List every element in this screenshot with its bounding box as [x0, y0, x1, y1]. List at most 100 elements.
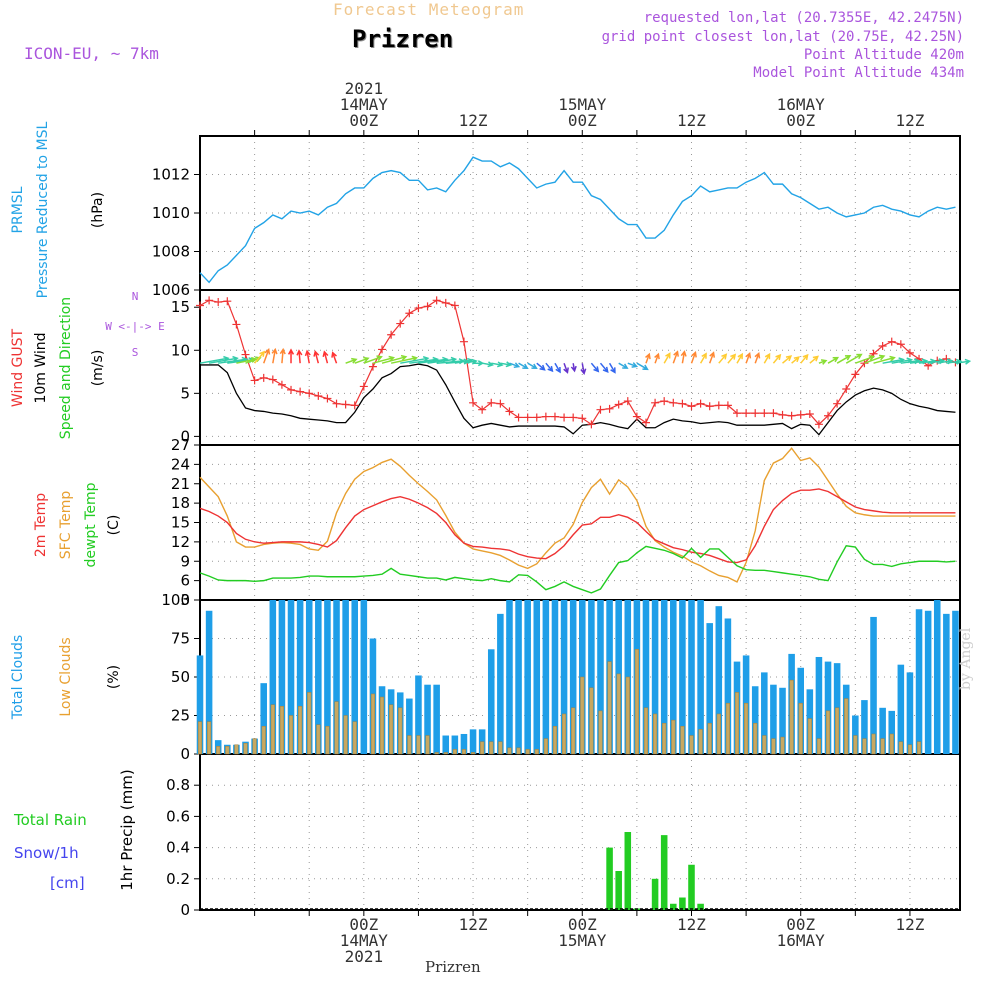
low-cloud-bar — [270, 704, 275, 755]
y-tick-label: 0 — [180, 745, 190, 763]
gust-marker — [296, 387, 305, 396]
wind-arrow — [763, 352, 771, 364]
gust-marker — [623, 397, 632, 406]
gust-marker — [332, 399, 341, 408]
low-cloud-bar — [379, 696, 385, 755]
snow-label: Snow/1h — [14, 844, 79, 862]
total-cloud-bar — [597, 600, 604, 754]
low-cloud-bar — [207, 721, 212, 755]
wind-arrow — [836, 355, 852, 364]
low-cloud-bar — [771, 738, 776, 755]
wind-arrow — [791, 356, 800, 364]
low-cloud-bar — [789, 679, 794, 755]
pressure-label: Pressure Reduced to MSL — [35, 121, 51, 298]
gust-marker — [805, 410, 814, 418]
wind-arrow — [782, 355, 793, 364]
gust-marker — [742, 409, 751, 418]
low-cloud-bar — [616, 673, 621, 755]
time-axis-label: 15MAY — [558, 95, 607, 114]
time-axis-label: 12Z — [459, 111, 488, 130]
low-cloud-bar — [807, 718, 812, 755]
low-cloud-bar — [571, 707, 576, 755]
y-tick-label: 1012 — [152, 166, 190, 184]
wind-arrow — [500, 361, 513, 368]
low-cloud-bar — [416, 735, 421, 755]
gust-marker — [350, 401, 359, 410]
gust-marker — [487, 398, 496, 407]
y-tick-label: 100 — [161, 591, 190, 609]
rain-label: Total Rain — [13, 811, 87, 829]
low-cloud-bar — [352, 721, 357, 755]
low-cloud-bar — [525, 749, 530, 755]
low-cloud-bar — [871, 733, 876, 755]
wind-arrow — [331, 351, 338, 364]
y-tick-label: 3 — [180, 591, 190, 609]
gust-marker — [514, 413, 523, 422]
y-tick-label: 0.2 — [166, 870, 190, 888]
wind-arrow — [827, 356, 840, 364]
gust-marker — [205, 296, 214, 305]
wind-arrow — [754, 351, 761, 364]
gust-marker — [341, 400, 350, 409]
gust-marker — [778, 410, 787, 419]
wind-arrow — [636, 362, 649, 371]
wind-arrow — [590, 362, 600, 373]
product-title: Forecast Meteogram — [333, 0, 525, 19]
low-cloud-bar — [225, 746, 230, 755]
y-tick-label: 27 — [171, 436, 190, 454]
low-cloud-bar — [835, 707, 840, 755]
temp-unit-label: (C) — [106, 515, 122, 536]
gust-marker — [441, 298, 450, 307]
wind-arrow — [864, 354, 886, 364]
sfc-temp-label: SFC Temp — [58, 491, 74, 560]
low-cloud-bar — [907, 744, 913, 755]
total-cloud-bar — [815, 656, 823, 754]
total-cloud-bar — [315, 600, 322, 754]
low-cloud-bar — [507, 747, 512, 755]
total-cloud-bar — [924, 610, 932, 754]
gust-marker — [368, 362, 377, 371]
low-cloud-bar — [889, 733, 894, 755]
low-cloud-bar — [552, 726, 558, 755]
panel-frame — [199, 289, 961, 446]
wind-arrow — [627, 362, 639, 368]
low-cloud-bar — [762, 735, 767, 755]
low-cloud-bar — [434, 752, 439, 755]
wind-arrow — [518, 362, 529, 370]
gust-marker — [414, 304, 423, 313]
footer-place: Prizren — [425, 958, 481, 976]
wind-direction-label: Speed and Direction — [58, 297, 74, 439]
gust-marker — [887, 337, 896, 346]
total-cloud-bar — [278, 600, 286, 754]
low-cloud-bar — [216, 746, 221, 755]
y-tick-label: 75 — [171, 630, 190, 648]
wind-arrow — [263, 348, 271, 364]
low-cloud-bar — [689, 735, 694, 755]
low-cloud-bar — [307, 692, 312, 755]
wind-arrow — [699, 352, 707, 364]
gust-marker — [496, 399, 505, 408]
low-cloud-bar — [662, 722, 667, 755]
gust-marker — [423, 302, 432, 311]
total-cloud-bar — [915, 609, 923, 754]
time-axis-label: 16MAY — [777, 931, 826, 950]
gust-marker — [505, 407, 514, 416]
rain-bar — [670, 903, 677, 910]
wind-arrow — [873, 355, 896, 364]
low-cloud-bar — [343, 715, 348, 755]
pressure-label: PRMSL — [10, 186, 26, 233]
rain-bar — [679, 897, 686, 910]
low-cloud-bar — [561, 713, 567, 755]
low-cloud-bar — [288, 715, 294, 755]
gust-marker — [560, 413, 569, 422]
point-altitude: Point Altitude 420m — [803, 47, 964, 63]
wind-arrow — [304, 349, 311, 364]
gust-marker — [214, 298, 223, 307]
low-cloud-bar — [197, 721, 203, 755]
gust-marker — [760, 409, 769, 418]
wind-arrow — [527, 362, 538, 370]
time-axis-label: 00Z — [568, 915, 597, 934]
gust-marker — [842, 385, 851, 394]
low-cloud-bar — [489, 741, 494, 755]
total-cloud-bar — [542, 600, 550, 754]
